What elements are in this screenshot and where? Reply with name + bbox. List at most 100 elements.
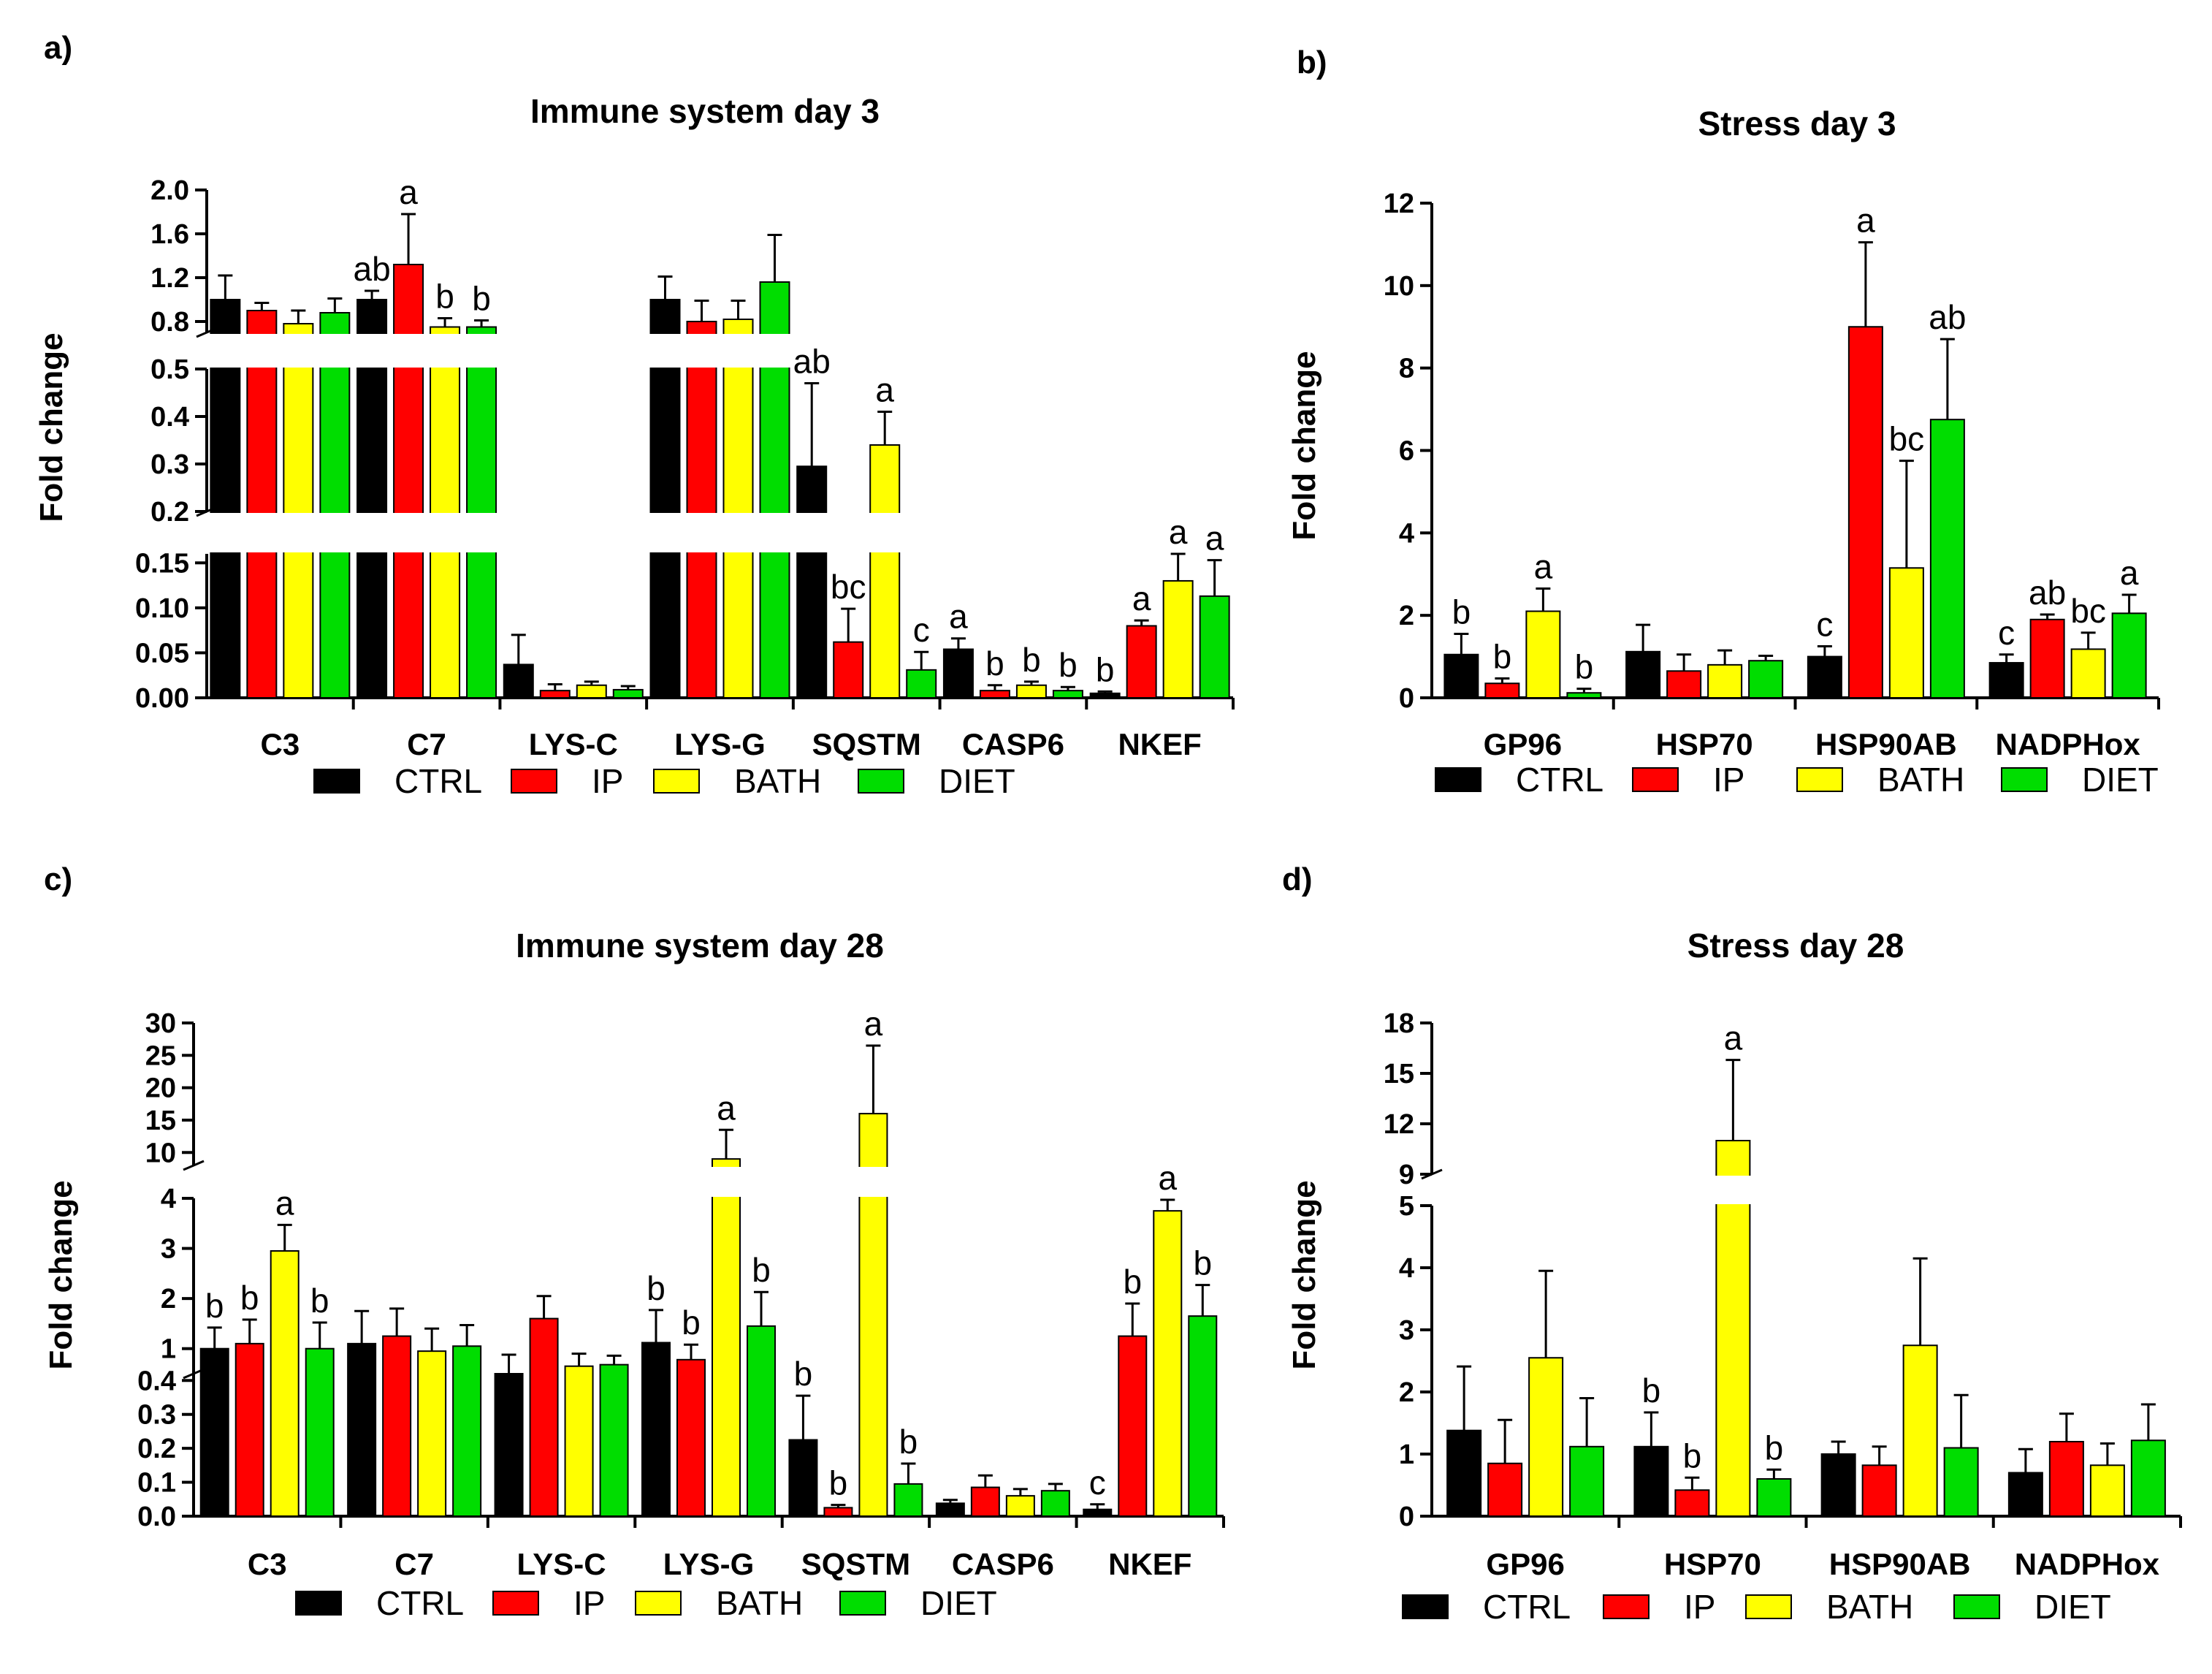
bar-bath	[564, 1365, 594, 1517]
significance-letter: c	[1816, 605, 1833, 643]
significance-letter: b	[794, 1355, 813, 1393]
significance-letter: ab	[2029, 574, 2066, 612]
significance-letter: a	[949, 598, 968, 636]
y-tick-label: 5	[1399, 1191, 1414, 1222]
legend-label: IP	[592, 762, 623, 800]
significance-letter: b	[752, 1251, 771, 1289]
bar-bath	[1528, 1357, 1564, 1517]
bar-ctrl	[2007, 1472, 2043, 1517]
significance-letter: b	[1493, 637, 1512, 675]
y-tick-label: 12	[1384, 1109, 1414, 1140]
significance-letter: a	[717, 1089, 736, 1127]
y-tick-label: 2	[1399, 601, 1414, 631]
legend-swatch-bath	[653, 769, 700, 794]
bar-ctrl	[199, 1347, 229, 1517]
y-tick-label: 4	[1399, 518, 1414, 549]
axis-break-mark	[183, 1160, 205, 1171]
y-tick-label: 0.10	[135, 593, 189, 624]
legend-label: CTRL	[1483, 1588, 1571, 1626]
legend-swatch-ctrl	[1402, 1594, 1449, 1619]
bar-ip	[529, 1317, 559, 1517]
significance-letter: a	[1158, 1159, 1177, 1197]
category-label: NADPHox	[1995, 727, 2140, 761]
chart-title: Immune system day 28	[516, 927, 884, 965]
bar-bath	[1153, 1210, 1183, 1517]
y-axis-label: Fold change	[34, 332, 69, 522]
bar-bath	[2070, 648, 2106, 699]
bar-diet	[612, 688, 644, 699]
bar-ip	[1118, 1335, 1148, 1517]
bar-bath	[1888, 567, 1924, 699]
bar-ip	[234, 1342, 264, 1518]
significance-letter: a	[1724, 1019, 1743, 1057]
chart-title: Immune system day 3	[530, 92, 880, 130]
bar-diet	[2111, 612, 2147, 699]
category-label: NKEF	[1108, 1547, 1191, 1581]
y-tick-label: 25	[145, 1040, 176, 1071]
y-tick-label: 18	[1384, 1008, 1414, 1039]
y-tick-label: 15	[1384, 1059, 1414, 1089]
bar-diet	[1929, 419, 1965, 699]
legend-label: IP	[573, 1584, 605, 1622]
significance-letter: b	[647, 1269, 665, 1307]
significance-letter: ab	[793, 343, 831, 381]
y-tick-label: 2	[1399, 1377, 1414, 1408]
bar-bath	[869, 444, 901, 699]
significance-letter: bc	[831, 568, 866, 606]
significance-letter: b	[1765, 1428, 1784, 1466]
bar-ip	[539, 690, 571, 699]
category-label: SQSTM	[801, 1547, 910, 1581]
y-tick-label: 0.0	[137, 1502, 176, 1532]
significance-letter: a	[1132, 579, 1151, 617]
bar-diet	[1052, 690, 1083, 699]
bar-diet	[2130, 1439, 2166, 1518]
bar-ip	[1487, 1462, 1523, 1517]
bar-ip	[2029, 618, 2065, 699]
category-label: HSP90AB	[1815, 727, 1957, 761]
category-label: LYS-G	[663, 1547, 754, 1581]
bar-ctrl	[1633, 1445, 1669, 1518]
y-tick-label: 9	[1399, 1160, 1414, 1190]
y-tick-label: 4	[161, 1184, 176, 1214]
bar-diet	[1566, 692, 1602, 699]
legend-swatch-ctrl	[295, 1591, 342, 1616]
chart-panel-3: c) Immune system day 28 Fold change 0.00.1 0…	[43, 861, 1226, 1622]
significance-letter: a	[399, 173, 418, 211]
legend-label: CTRL	[1516, 761, 1603, 799]
bar-bath	[430, 326, 461, 699]
bar-ctrl	[1443, 653, 1479, 699]
category-label: CASP6	[952, 1547, 1054, 1581]
significance-letter: b	[435, 278, 454, 316]
bar-bath	[270, 1250, 300, 1517]
bar-ip	[676, 1358, 706, 1518]
significance-letter: a	[1205, 520, 1224, 558]
bar-ip	[1484, 682, 1520, 699]
bar-diet	[319, 312, 351, 699]
y-tick-label: 0.15	[135, 548, 189, 579]
y-tick-label: 1.2	[150, 263, 189, 294]
category-label: NKEF	[1118, 727, 1201, 761]
y-tick-label: 2	[161, 1284, 176, 1315]
significance-letter: b	[1642, 1371, 1661, 1409]
significance-letter: c	[913, 611, 930, 649]
y-tick-label: 0.3	[137, 1400, 176, 1431]
bar-bath	[1162, 579, 1194, 699]
legend-swatch-diet	[2001, 767, 2048, 792]
bar-ctrl	[1820, 1453, 1856, 1517]
bar-diet	[1943, 1447, 1979, 1517]
legend-label: CTRL	[376, 1584, 464, 1622]
significance-letter: a	[864, 1005, 883, 1043]
y-tick-label: 3	[1399, 1315, 1414, 1346]
bar-ip	[833, 641, 864, 699]
significance-letter: b	[1022, 641, 1041, 679]
significance-letter: b	[682, 1304, 701, 1342]
category-label: C7	[394, 1547, 434, 1581]
legend-label: IP	[1684, 1588, 1715, 1626]
y-tick-label: 0.05	[135, 638, 189, 669]
legend-label: DIET	[939, 762, 1015, 800]
category-label: HSP70	[1656, 727, 1753, 761]
y-tick-label: 12	[1384, 189, 1414, 219]
bar-diet	[906, 669, 937, 699]
